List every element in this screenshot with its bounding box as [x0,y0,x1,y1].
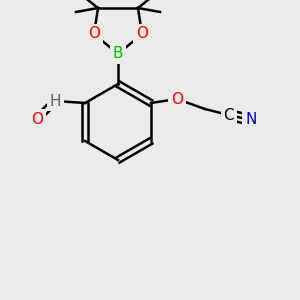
Text: B: B [113,46,123,62]
Text: O: O [31,112,43,127]
Text: N: N [245,112,256,128]
Text: C: C [224,107,234,122]
Text: O: O [136,26,148,41]
Text: O: O [171,92,183,106]
Text: O: O [88,26,100,41]
Text: H: H [49,94,61,109]
